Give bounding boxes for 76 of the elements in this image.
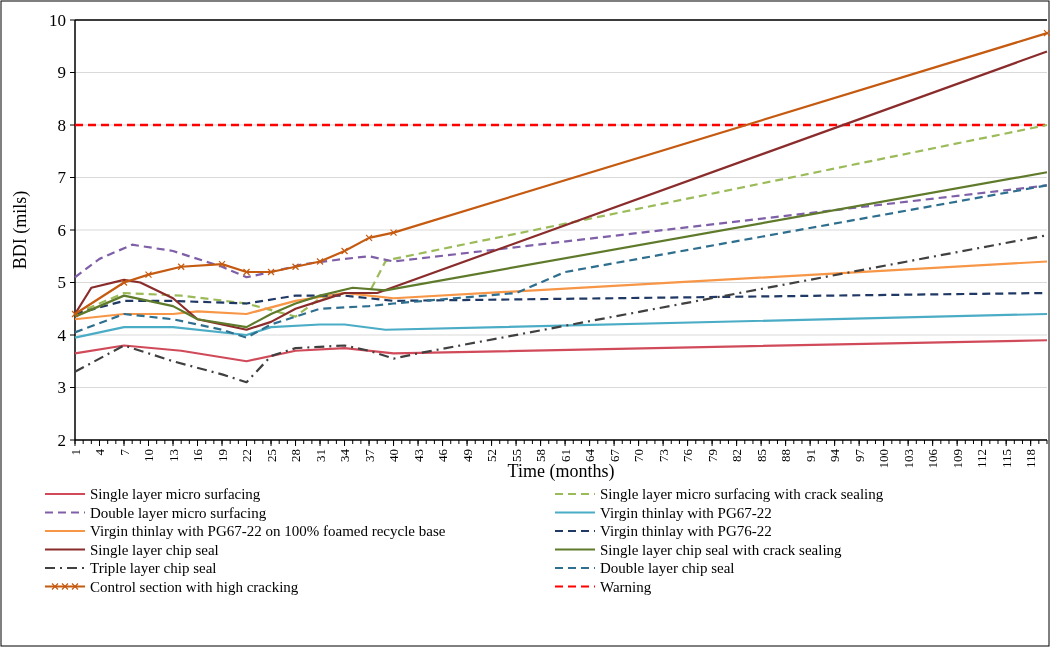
- point: [120, 278, 128, 287]
- x-tick-label: 109: [949, 449, 965, 469]
- x-tick-label: 34: [337, 448, 353, 462]
- x-tick-label: 46: [435, 448, 451, 462]
- x-tick-label: 1: [67, 449, 83, 456]
- x-tick-label: 100: [876, 449, 892, 469]
- x-tick-label: 67: [606, 448, 622, 462]
- x-tick-label: 49: [459, 449, 475, 462]
- x-tick-label: 94: [827, 448, 843, 462]
- x-tick-label: 13: [165, 449, 181, 462]
- legend-label: Virgin thinlay with PG67-22 on 100% foamed recycle base: [90, 523, 446, 540]
- legend-label: Single layer micro surfacing with crack sealing: [600, 486, 884, 503]
- y-tick-label: 4: [57, 325, 67, 345]
- line-series: [73, 339, 1049, 363]
- x-tick-label: 52: [484, 449, 500, 462]
- x-tick-label: 7: [116, 448, 132, 456]
- legend-label: Warning: [600, 578, 652, 595]
- y-axis-title: BDI (mils): [10, 190, 31, 270]
- x-tick-label: 91: [802, 449, 818, 462]
- x-tick-label: 76: [680, 448, 696, 462]
- y-tick-label: 9: [57, 63, 66, 83]
- point: [365, 234, 373, 242]
- legend-label: Double layer micro surfacing: [90, 504, 267, 521]
- x-tick-label: 112: [974, 449, 990, 469]
- x-tick-label: 4: [92, 448, 108, 456]
- x-tick-label: 85: [753, 449, 769, 462]
- legend-label: Virgin thinlay with PG67-22: [600, 504, 772, 521]
- x-tick-label: 79: [704, 449, 720, 462]
- x-tick-label: 16: [190, 448, 206, 462]
- y-tick-label: 6: [57, 220, 66, 240]
- x-tick-label: 55: [508, 449, 524, 462]
- x-tick-label: 28: [288, 449, 304, 462]
- x-tick-label: 10: [141, 449, 157, 462]
- x-tick-label: 40: [386, 449, 402, 462]
- line-series: [73, 312, 1049, 339]
- x-tick-label: 25: [263, 449, 279, 462]
- x-axis-title: Time (months): [507, 461, 615, 482]
- x-tick-label: 97: [851, 448, 867, 462]
- point: [291, 263, 300, 271]
- y-tick-label: 5: [57, 273, 66, 293]
- y-tick-label: 2: [57, 430, 66, 450]
- legend-label: Triple layer chip seal: [90, 560, 217, 577]
- point: [1043, 29, 1050, 37]
- point: [144, 271, 153, 279]
- x-tick-label: 58: [533, 449, 549, 462]
- point: [316, 257, 324, 266]
- line-series: [73, 260, 1049, 321]
- point: [242, 268, 251, 276]
- legend-label: Single layer chip seal: [90, 541, 219, 558]
- x-tick-label: 64: [582, 448, 598, 462]
- x-tick-label: 103: [900, 449, 916, 469]
- point: [340, 247, 349, 255]
- legend-label: Single layer micro surfacing: [90, 486, 261, 503]
- x-tick-label: 22: [239, 449, 255, 462]
- line-series: [73, 184, 1049, 279]
- x-tick-label: 73: [655, 449, 671, 462]
- legend-label: Double layer chip seal: [600, 560, 735, 577]
- y-tick-label: 8: [57, 115, 66, 135]
- x-tick-label: 118: [1023, 449, 1039, 469]
- x-tick-label: 106: [925, 448, 941, 469]
- legend-label: Virgin thinlay with PG76-22: [600, 523, 772, 540]
- x-tick-label: 70: [631, 449, 647, 462]
- x-tick-label: 43: [410, 449, 426, 462]
- x-tick-label: 37: [361, 448, 377, 462]
- y-tick-label: 10: [49, 10, 66, 30]
- x-tick-label: 19: [214, 449, 230, 462]
- x-tick-label: 31: [312, 449, 328, 462]
- x-tick-label: 115: [998, 449, 1014, 469]
- y-tick-label: 3: [57, 378, 66, 398]
- y-tick-label: 7: [57, 168, 67, 188]
- x-tick-label: 61: [557, 449, 573, 462]
- x-tick-label: 82: [729, 449, 745, 462]
- legend-label: Single layer chip seal with crack sealing: [600, 541, 843, 558]
- x-tick-label: 88: [778, 449, 794, 462]
- point: [218, 260, 226, 268]
- legend-label: Control section with high cracking: [90, 578, 299, 595]
